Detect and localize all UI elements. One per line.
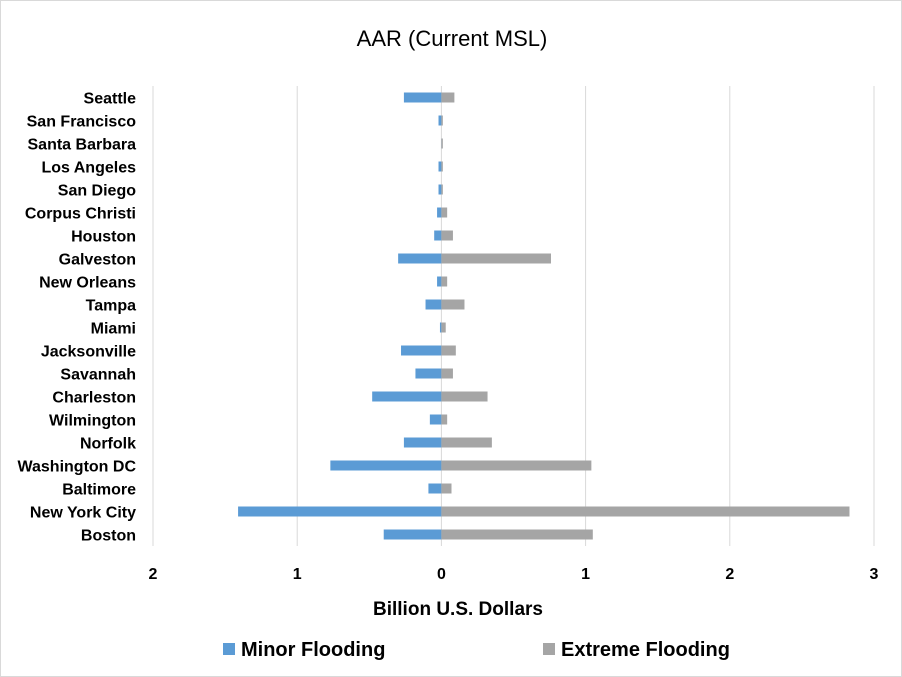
bar-extreme xyxy=(441,184,443,195)
x-tick-label: 2 xyxy=(149,566,158,583)
category-label: Boston xyxy=(81,528,136,545)
bar-minor xyxy=(434,230,442,241)
bar-minor xyxy=(437,276,442,287)
category-label: Corpus Christi xyxy=(25,206,136,223)
category-label: Washington DC xyxy=(18,459,137,476)
bar-extreme xyxy=(441,368,453,379)
category-label: Seattle xyxy=(84,91,137,108)
bar-minor xyxy=(330,460,442,471)
x-axis-title: Billion U.S. Dollars xyxy=(373,599,543,620)
x-tick-label: 2 xyxy=(725,566,734,583)
category-label: Tampa xyxy=(86,298,136,315)
category-label: New Orleans xyxy=(39,275,136,292)
x-tick-label: 1 xyxy=(293,566,302,583)
bar-extreme xyxy=(441,299,465,310)
x-tick-label: 1 xyxy=(581,566,590,583)
category-label: Baltimore xyxy=(62,482,136,499)
bar-extreme xyxy=(441,138,443,149)
bars xyxy=(238,92,850,540)
category-label: New York City xyxy=(30,505,136,522)
bar-extreme xyxy=(441,437,492,448)
bar-minor xyxy=(401,345,442,356)
bar-extreme xyxy=(441,345,456,356)
category-label: Savannah xyxy=(60,367,136,384)
legend-label-minor-flooding: Minor Flooding xyxy=(241,639,385,661)
x-tick-label: 0 xyxy=(437,566,446,583)
legend: Minor Flooding Extreme Flooding xyxy=(223,639,730,661)
bar-extreme xyxy=(441,92,455,103)
bar-extreme xyxy=(441,483,452,494)
bar-minor xyxy=(415,368,442,379)
bar-minor xyxy=(425,299,442,310)
bar-minor xyxy=(403,92,442,103)
category-labels: Seattle San Francisco Santa Barbara Los Ang… xyxy=(18,91,137,545)
x-tick-labels: 2 1 0 1 2 3 xyxy=(149,566,879,583)
category-label: Los Angeles xyxy=(41,160,136,177)
category-label: Galveston xyxy=(59,252,136,269)
bar-extreme xyxy=(441,529,593,540)
bar-minor xyxy=(403,437,442,448)
category-label: Wilmington xyxy=(49,413,136,430)
legend-swatch-extreme-flooding xyxy=(543,643,555,655)
bar-minor xyxy=(437,207,442,218)
category-label: Jacksonville xyxy=(41,344,136,361)
bar-extreme xyxy=(441,230,453,241)
category-label: Houston xyxy=(71,229,136,246)
bar-extreme xyxy=(441,506,850,517)
bar-minor xyxy=(372,391,442,402)
bar-minor xyxy=(438,161,442,172)
bar-extreme xyxy=(441,414,448,425)
bar-extreme xyxy=(441,391,488,402)
bar-extreme xyxy=(441,276,448,287)
category-label: Charleston xyxy=(52,390,136,407)
bar-extreme xyxy=(441,253,551,264)
bar-minor xyxy=(398,253,442,264)
category-label: Miami xyxy=(91,321,136,338)
bar-minor xyxy=(429,414,442,425)
category-label: San Diego xyxy=(58,183,136,200)
bar-extreme xyxy=(441,460,592,471)
bar-extreme xyxy=(441,207,448,218)
bar-minor xyxy=(439,322,442,333)
bar-extreme xyxy=(441,322,446,333)
chart-title: AAR (Current MSL) xyxy=(357,26,548,51)
bar-extreme xyxy=(441,115,443,126)
x-tick-label: 3 xyxy=(870,566,879,583)
category-label: Norfolk xyxy=(80,436,136,453)
gridlines xyxy=(152,86,875,546)
category-label: Santa Barbara xyxy=(28,137,137,154)
bar-extreme xyxy=(441,161,443,172)
bar-minor xyxy=(383,529,442,540)
legend-swatch-minor-flooding xyxy=(223,643,235,655)
bar-minor xyxy=(438,115,442,126)
bar-minor xyxy=(238,506,442,517)
legend-label-extreme-flooding: Extreme Flooding xyxy=(561,639,730,661)
bar-minor xyxy=(438,184,442,195)
category-label: San Francisco xyxy=(27,114,137,131)
bar-minor xyxy=(428,483,442,494)
